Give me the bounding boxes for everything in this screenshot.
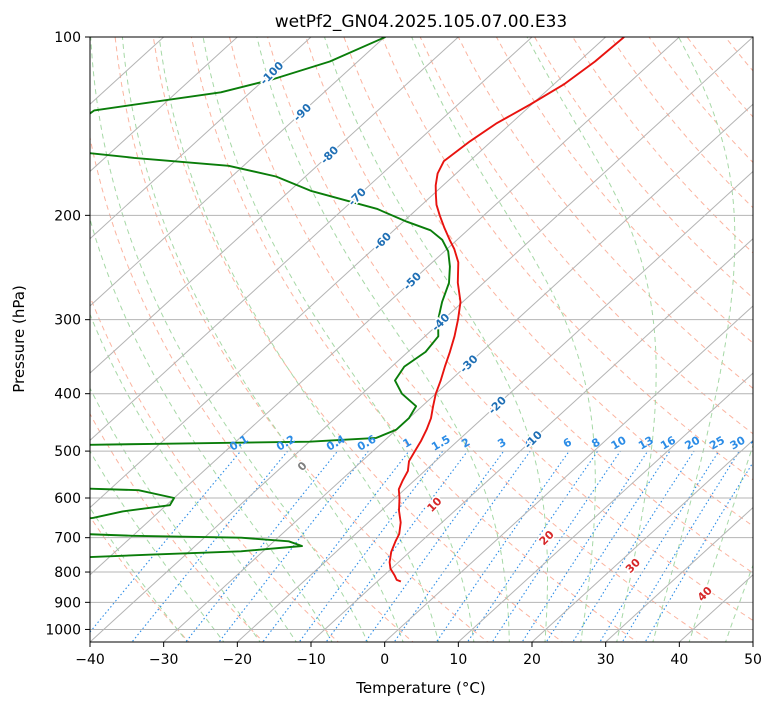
y-tick-label: 600 [54, 491, 81, 507]
temperature-trace [388, 37, 625, 583]
dry-adiabat [190, 37, 638, 642]
dry-adiabat [152, 37, 564, 642]
isotherm-line [310, 237, 753, 642]
isotherm-line [90, 37, 386, 307]
dewpoint-trace [90, 37, 451, 559]
plot-area: 0.10.20.40.611.52346810131620253036-100-… [90, 37, 768, 642]
mixing-ratio-line [599, 450, 720, 642]
x-axis-title: Temperature (°C) [355, 679, 485, 697]
isotherm-line [90, 37, 312, 240]
mixing-ratio-label: 36 [748, 433, 768, 452]
mixing-ratio-line [572, 450, 695, 642]
sounding-traces [90, 37, 625, 583]
isotherm-line [90, 37, 239, 173]
dry-adiabat [305, 37, 753, 574]
y-axis-title: Pressure (hPa) [10, 285, 28, 393]
isotherm-line [90, 37, 607, 509]
dry-adiabat [343, 37, 753, 527]
moist-adiabat [323, 37, 548, 642]
dry-adiabat [419, 37, 753, 435]
isotherm-line [90, 37, 753, 642]
y-tick-label: 200 [54, 208, 81, 224]
isotherm-line [457, 372, 753, 642]
dry-adiabat [381, 37, 753, 481]
mixing-ratio-line [621, 450, 740, 642]
y-tick-label: 800 [54, 565, 81, 581]
moist-adiabat [526, 37, 657, 642]
mixing-ratio-line [185, 450, 339, 642]
moist-adiabat [202, 37, 475, 642]
x-tick-label: 50 [744, 652, 762, 668]
dry-adiabat [90, 295, 339, 642]
x-tick-label: 30 [597, 652, 615, 668]
y-tick-label: 300 [54, 313, 81, 329]
x-tick-label: 40 [670, 652, 688, 668]
x-tick-label: −10 [296, 652, 326, 668]
moist-adiabat [158, 37, 440, 642]
moist-adiabat [90, 387, 261, 642]
chart-title: wetPf2_GN04.2025.105.07.00.E33 [275, 12, 567, 32]
y-tick-label: 500 [54, 444, 81, 460]
x-tick-label: 20 [523, 652, 541, 668]
y-tick-label: 100 [54, 30, 81, 46]
y-tick-label: 400 [54, 387, 81, 403]
mixing-ratio-line [218, 450, 369, 642]
isotherm-line [90, 37, 533, 442]
isotherm-line [531, 439, 753, 642]
x-tick-label: −40 [75, 652, 105, 668]
plot-frame [89, 36, 754, 643]
mixing-ratio-line [435, 450, 570, 642]
x-tick-label: 10 [449, 652, 467, 668]
dry-adiabat [534, 37, 753, 299]
x-axis-ticks: −40 −30 −20 −10 0 10 20 30 40 50 [75, 642, 762, 668]
y-tick-label: 700 [54, 531, 81, 547]
isotherm-line [236, 170, 753, 642]
mixing-ratio-line [545, 450, 671, 642]
isotherm-line [604, 506, 753, 642]
isotherm-line [383, 305, 753, 642]
dry-adiabat [267, 37, 753, 622]
x-tick-label: −20 [223, 652, 253, 668]
mixing-ratio-line [521, 450, 649, 642]
isotherm-line [90, 37, 681, 576]
mixing-ratio-line [325, 450, 468, 642]
y-axis-ticks: 100 200 300 400 500 600 700 800 900 1000 [45, 30, 90, 638]
mixing-ratio-line [393, 450, 531, 642]
x-tick-label: 0 [380, 652, 389, 668]
moist-adiabat [90, 313, 297, 642]
x-tick-label: −30 [149, 652, 179, 668]
y-tick-label: 1000 [45, 622, 81, 638]
moist-adiabat [90, 450, 225, 642]
moist-adiabat [688, 443, 753, 642]
dry-adiabat [457, 37, 753, 389]
y-tick-label: 900 [54, 595, 81, 611]
mixing-ratio-line [491, 450, 621, 642]
isotherm-line [90, 37, 460, 374]
